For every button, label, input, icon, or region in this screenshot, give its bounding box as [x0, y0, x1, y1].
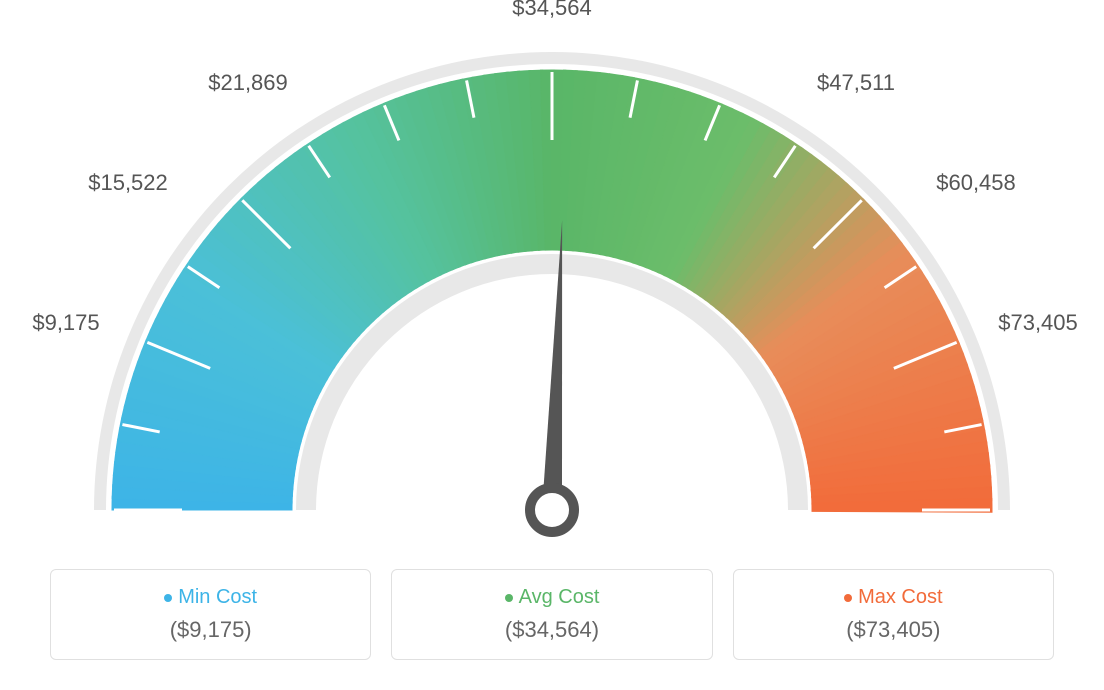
legend-row: Min Cost ($9,175) Avg Cost ($34,564) Max…	[50, 569, 1054, 660]
tick-label: $47,511	[817, 70, 895, 95]
tick-label: $9,175	[32, 310, 99, 335]
legend-card-min: Min Cost ($9,175)	[50, 569, 371, 660]
legend-title-text: Max Cost	[858, 586, 942, 608]
tick-label: $60,458	[936, 170, 1016, 195]
legend-card-max: Max Cost ($73,405)	[733, 569, 1054, 660]
legend-title-min: Min Cost	[71, 586, 350, 609]
legend-title-text: Min Cost	[178, 586, 257, 608]
gauge-svg: $9,175 $15,522 $21,869 $34,564 $47,511 $60,45…	[0, 0, 1104, 550]
cost-gauge-chart: $9,175 $15,522 $21,869 $34,564 $47,511 $60,45…	[0, 0, 1104, 690]
legend-title-avg: Avg Cost	[412, 586, 691, 609]
gauge-area: $9,175 $15,522 $21,869 $34,564 $47,511 $60,45…	[0, 0, 1104, 550]
legend-value-max: ($73,405)	[754, 617, 1033, 643]
needle-hub	[530, 488, 574, 532]
legend-card-avg: Avg Cost ($34,564)	[391, 569, 712, 660]
tick-label: $73,405	[998, 310, 1078, 335]
legend-title-max: Max Cost	[754, 586, 1033, 609]
dot-icon	[844, 594, 852, 602]
tick-label: $34,564	[512, 0, 592, 20]
legend-value-avg: ($34,564)	[412, 617, 691, 643]
tick-label: $15,522	[88, 170, 168, 195]
tick-label: $21,869	[208, 70, 288, 95]
dot-icon	[505, 594, 513, 602]
legend-title-text: Avg Cost	[519, 586, 600, 608]
dot-icon	[164, 594, 172, 602]
legend-value-min: ($9,175)	[71, 617, 350, 643]
